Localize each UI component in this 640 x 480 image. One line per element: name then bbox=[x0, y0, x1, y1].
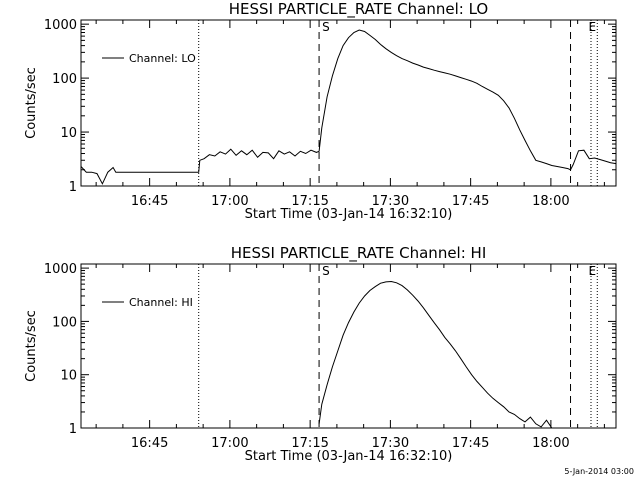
plot-panel-hi: HESSI PARTICLE_RATE Channel: HI 1 10 100 100… bbox=[24, 244, 617, 464]
marker-label-s: S bbox=[322, 20, 330, 34]
y-tick-label: 100 bbox=[52, 72, 77, 87]
marker-label-e: E bbox=[589, 20, 597, 34]
x-tick-label: 17:00 bbox=[211, 194, 248, 209]
x-tick-label: 16:45 bbox=[131, 194, 168, 209]
series-line bbox=[318, 280, 553, 429]
legend-label: Channel: HI bbox=[129, 296, 193, 309]
x-tick-label: 17:45 bbox=[452, 436, 489, 451]
x-tick-label: 17:30 bbox=[372, 436, 409, 451]
x-tick-label: 17:45 bbox=[452, 194, 489, 209]
x-axis-label: Start Time (03-Jan-14 16:32:10) bbox=[245, 449, 453, 464]
plot-title: HESSI PARTICLE_RATE Channel: LO bbox=[229, 0, 488, 19]
plot-title: HESSI PARTICLE_RATE Channel: HI bbox=[231, 244, 487, 263]
y-tick-label: 1000 bbox=[44, 262, 77, 277]
plot-frame bbox=[80, 263, 617, 429]
y-tick-label: 10 bbox=[60, 369, 77, 384]
y-axis-label: Counts/sec bbox=[24, 310, 39, 382]
y-tick-label: 1 bbox=[69, 180, 77, 195]
y-axis-label: Counts/sec bbox=[24, 67, 39, 139]
y-tick-label: 100 bbox=[52, 315, 77, 330]
x-axis-label: Start Time (03-Jan-14 16:32:10) bbox=[245, 207, 453, 222]
x-tick-label: 16:45 bbox=[131, 436, 168, 451]
x-tick-label: 18:00 bbox=[532, 194, 569, 209]
plot-panel-lo: HESSI PARTICLE_RATE Channel: LO 1 10 100 100… bbox=[24, 0, 617, 222]
plot-frame bbox=[80, 19, 617, 187]
y-tick-label: 1 bbox=[69, 422, 77, 437]
footer-timestamp: 5-Jan-2014 03:00 bbox=[564, 467, 634, 476]
legend-label: Channel: LO bbox=[129, 52, 196, 65]
x-tick-label: 17:30 bbox=[372, 194, 409, 209]
y-tick-label: 10 bbox=[60, 126, 77, 141]
x-tick-label: 17:15 bbox=[291, 194, 328, 209]
y-tick-label: 1000 bbox=[44, 18, 77, 33]
x-tick-label: 17:15 bbox=[291, 436, 328, 451]
marker-label-s: S bbox=[322, 264, 330, 278]
marker-label-e: E bbox=[589, 264, 597, 278]
x-tick-label: 18:00 bbox=[532, 436, 569, 451]
series-line bbox=[80, 29, 617, 185]
x-tick-label: 17:00 bbox=[211, 436, 248, 451]
